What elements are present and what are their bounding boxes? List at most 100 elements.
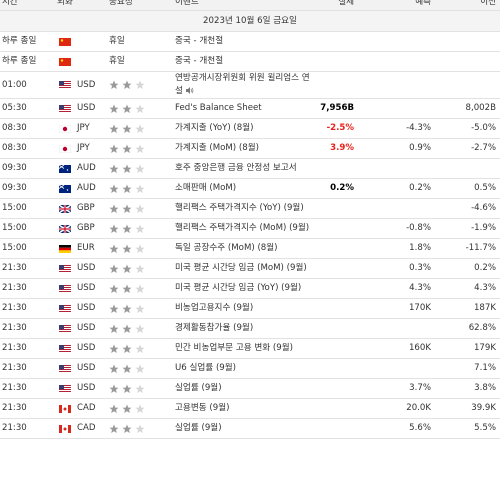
star [122,424,132,433]
forecast: 0.3% [358,258,436,279]
star [135,404,145,413]
actual [316,51,359,72]
previous: -4.6% [435,198,500,219]
currency: EUR [75,238,108,259]
currency: USD [75,278,108,299]
star [135,244,145,253]
star [122,304,132,313]
time: 08:30 [0,118,55,139]
event: 미국 평균 시간당 임금 (YoY) (9월) [173,278,317,299]
time: 21:30 [0,358,55,379]
event-row: 05:30 USD Fed's Balance Sheet 7,956B 8,002B [0,98,500,119]
time: 21:30 [0,398,55,419]
star [135,144,145,153]
event-row: 하루 종일 휴일 중국 - 개천절 [0,31,500,52]
star [135,80,145,89]
flag [55,98,75,119]
speaker-icon [183,86,194,96]
flag [55,118,75,139]
event: 실업률 (9월) [173,378,317,399]
star [122,164,132,173]
previous [435,71,500,99]
forecast: 20.0K [358,398,436,419]
header-forecast: 예측 [358,0,436,11]
event: 가계지출 (MoM) (8월) [173,138,317,159]
currency: USD [75,358,108,379]
star [109,364,119,373]
previous: -2.7% [435,138,500,159]
flag [55,158,75,179]
currency: USD [75,71,108,99]
event-row: 09:30 AUD 소매판매 (MoM) 0.2% 0.2% 0.5% [0,178,500,199]
flag [55,358,75,379]
star [122,384,132,393]
previous: 39.9K [435,398,500,419]
actual: 3.9% [316,138,359,159]
previous: -1.9% [435,218,500,239]
star [109,304,119,313]
currency: USD [75,258,108,279]
time: 15:00 [0,198,55,219]
star [109,104,119,113]
previous: 8,002B [435,98,500,119]
star [122,364,132,373]
time: 하루 종일 [0,51,55,72]
event-row: 08:30 JPY 가계지출 (YoY) (8월) -2.5% -4.3% -5.0% [0,118,500,139]
currency: USD [75,298,108,319]
star [135,124,145,133]
importance [107,398,174,419]
star [135,104,145,113]
actual: 0.2% [316,178,359,199]
event: 고용변동 (9월) [173,398,317,419]
star [135,344,145,353]
forecast [358,31,436,52]
currency: USD [75,98,108,119]
actual [316,31,359,52]
previous [435,158,500,179]
importance [107,298,174,319]
event: 중국 - 개천절 [173,31,317,52]
time: 21:30 [0,418,55,439]
previous: 0.2% [435,258,500,279]
currency [75,31,108,52]
previous: 62.8% [435,318,500,339]
actual [316,278,359,299]
star [135,384,145,393]
star [135,424,145,433]
actual [316,158,359,179]
currency: USD [75,378,108,399]
actual [316,238,359,259]
forecast: 160K [358,338,436,359]
event: 비농업고용지수 (9월) [173,298,317,319]
currency: JPY [75,138,108,159]
previous: 0.5% [435,178,500,199]
time: 하루 종일 [0,31,55,52]
date-row: 2023년 10월 6일 금요일 [0,10,500,32]
previous [435,51,500,72]
flag [55,418,75,439]
importance [107,71,174,99]
actual: 7,956B [316,98,359,119]
star [109,144,119,153]
currency: AUD [75,178,108,199]
time: 21:30 [0,258,55,279]
event: 연방공개시장위원회 위원 윌리엄스 연설 [173,71,317,99]
importance [107,378,174,399]
star [109,324,119,333]
currency: USD [75,338,108,359]
event: 호주 중앙은행 금융 안정성 보고서 [173,158,317,179]
previous: 4.3% [435,278,500,299]
importance [107,318,174,339]
star [135,184,145,193]
previous: 179K [435,338,500,359]
header-row: 시간 외화 중요성 이벤트 실제 예측 이전 [0,0,500,11]
flag [55,71,75,99]
event-row: 21:30 USD U6 실업률 (9월) 7.1% [0,358,500,379]
forecast: 3.7% [358,378,436,399]
star [135,304,145,313]
forecast: 4.3% [358,278,436,299]
actual [316,218,359,239]
event: 실업률 (9월) [173,418,317,439]
currency: AUD [75,158,108,179]
forecast [358,358,436,379]
